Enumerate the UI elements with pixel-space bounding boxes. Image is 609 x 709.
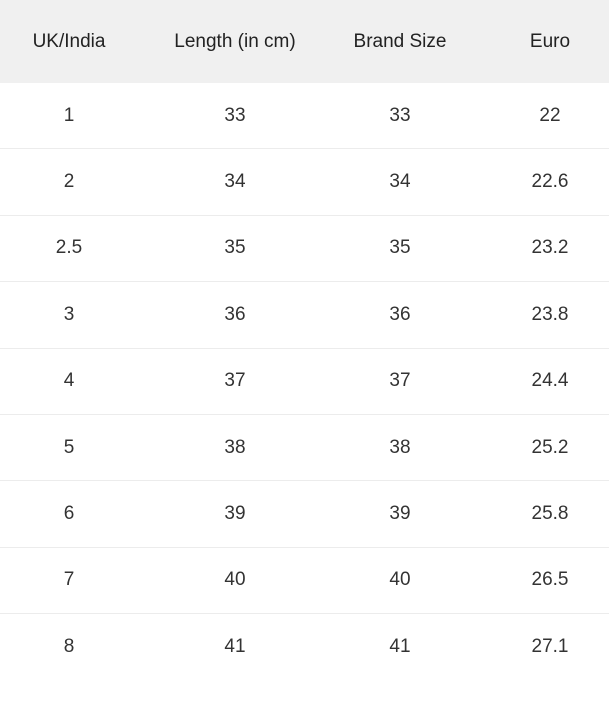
cell-brand-size: 40 [389,569,411,591]
cell-uk-india: 7 [63,569,75,591]
size-chart-table: UK/India Length (in cm) Brand Size Euro … [0,0,609,680]
table-row: 4 37 37 24.4 [0,349,609,415]
cell-euro: 22.6 [531,171,569,193]
header-length: Length (in cm) [174,30,296,52]
cell-length: 39 [224,503,246,525]
cell-euro: 26.5 [531,569,569,591]
cell-brand-size: 34 [389,171,411,193]
cell-length: 38 [224,436,246,458]
header-brand-size: Brand Size [353,30,447,52]
cell-euro: 22 [539,104,561,126]
cell-length: 40 [224,569,246,591]
cell-length: 33 [224,104,246,126]
cell-uk-india: 2.5 [55,237,83,259]
cell-euro: 27.1 [531,636,569,658]
cell-euro: 25.8 [531,503,569,525]
cell-uk-india: 4 [63,370,75,392]
table-header-row: UK/India Length (in cm) Brand Size Euro [0,0,609,83]
cell-length: 41 [224,636,246,658]
cell-brand-size: 37 [389,370,411,392]
table-row: 1 33 33 22 [0,83,609,150]
table-row: 3 36 36 23.8 [0,282,609,349]
table-row: 8 41 41 27.1 [0,614,609,680]
cell-uk-india: 5 [63,436,75,458]
table-row: 2.5 35 35 23.2 [0,216,609,283]
table-row: 2 34 34 22.6 [0,149,609,216]
cell-uk-india: 3 [63,303,75,325]
cell-brand-size: 41 [389,636,411,658]
header-euro: Euro [529,30,571,52]
table-row: 7 40 40 26.5 [0,548,609,615]
cell-length: 37 [224,370,246,392]
cell-euro: 24.4 [531,370,569,392]
cell-brand-size: 36 [389,303,411,325]
cell-length: 34 [224,171,246,193]
cell-uk-india: 6 [63,503,75,525]
cell-euro: 23.2 [531,237,569,259]
table-row: 6 39 39 25.8 [0,481,609,548]
cell-euro: 23.8 [531,303,569,325]
cell-brand-size: 33 [389,104,411,126]
cell-length: 36 [224,303,246,325]
cell-uk-india: 1 [63,104,75,126]
cell-brand-size: 35 [389,237,411,259]
header-uk-india: UK/India [32,30,106,52]
cell-euro: 25.2 [531,436,569,458]
cell-uk-india: 8 [63,636,75,658]
cell-length: 35 [224,237,246,259]
cell-uk-india: 2 [63,171,75,193]
cell-brand-size: 39 [389,503,411,525]
table-row: 5 38 38 25.2 [0,415,609,482]
cell-brand-size: 38 [389,436,411,458]
